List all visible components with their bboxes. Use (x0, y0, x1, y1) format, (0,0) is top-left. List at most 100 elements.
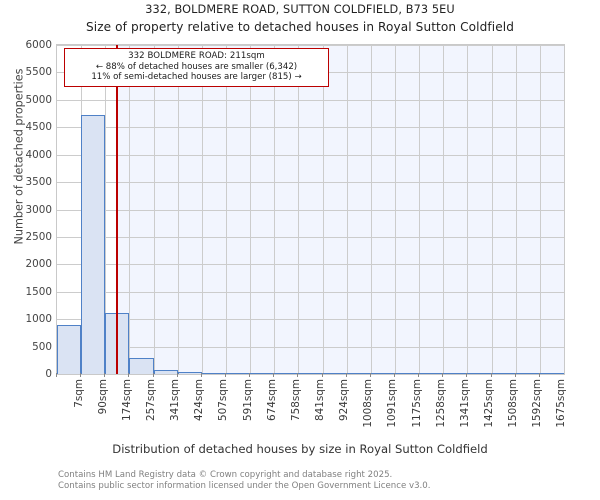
x-axis-tick-label: 1592sqm (531, 379, 544, 428)
histogram-baseline (201, 372, 564, 374)
x-axis-tick-label: 841sqm (314, 379, 326, 421)
x-axis-tick-mark (370, 373, 371, 377)
property-annotation-box: 332 BOLDMERE ROAD: 211sqm ← 88% of detac… (64, 48, 329, 88)
y-axis-tick-label: 4000 (25, 148, 52, 161)
y-axis-tick-label: 1500 (25, 285, 52, 298)
x-axis-tick-mark (201, 373, 202, 377)
gridline-vertical (492, 45, 493, 374)
x-axis-tick-mark (418, 373, 419, 377)
gridline-horizontal (57, 127, 564, 128)
x-axis-label: Distribution of detached houses by size … (112, 442, 488, 456)
x-axis-tick-mark (177, 373, 178, 377)
y-axis-tick-label: 5000 (25, 93, 52, 106)
page-subtitle: Size of property relative to detached ho… (85, 20, 514, 34)
x-axis-tick-mark (394, 373, 395, 377)
property-size-marker-line (116, 45, 118, 374)
gridline-vertical (154, 45, 155, 374)
gridline-vertical (202, 45, 203, 374)
x-axis-tick-label: 1008sqm (362, 379, 375, 428)
x-axis-tick-mark (491, 373, 492, 377)
x-axis-ticks: 7sqm 90sqm 174sqm 257sqm 341sqm 424sqm 507sqm 5… (56, 373, 568, 439)
gridline-horizontal (57, 210, 564, 211)
gridline-vertical (250, 45, 251, 374)
y-axis-tick-label: 3500 (25, 176, 52, 189)
x-axis-tick-mark (80, 373, 81, 377)
gridline-horizontal (57, 100, 564, 101)
footer-line-2: Contains public sector information licen… (58, 480, 431, 491)
gridline-horizontal (57, 264, 564, 265)
x-axis-tick-mark (539, 373, 540, 377)
x-axis-tick-mark (442, 373, 443, 377)
x-axis-tick-label: 257sqm (145, 379, 157, 421)
histogram-bar (57, 324, 82, 374)
annotation-line-1: 332 BOLDMERE ROAD: 211sqm (128, 51, 265, 61)
x-axis-tick-mark (273, 373, 274, 377)
x-axis-tick-label: 174sqm (120, 379, 133, 421)
annotation-line-2: ← 88% of detached houses are smaller (6,… (95, 61, 298, 72)
x-axis-tick-label: 924sqm (338, 379, 351, 421)
x-axis-tick-label: 1341sqm (458, 379, 471, 428)
page-title: 332, BOLDMERE ROAD, SUTTON COLDFIELD, B7… (145, 3, 455, 16)
x-axis-tick-label: 1425sqm (483, 379, 495, 428)
gridline-vertical (540, 45, 541, 374)
x-axis-tick-label: 674sqm (265, 379, 278, 421)
x-axis-tick-label: 591sqm (241, 379, 254, 421)
gridline-vertical (467, 45, 468, 374)
x-axis-tick-label: 7sqm (72, 379, 85, 408)
x-axis-tick-mark (515, 373, 516, 377)
histogram-bar (81, 114, 106, 374)
x-axis-tick-mark (225, 373, 226, 377)
gridline-vertical (443, 45, 444, 374)
gridline-vertical (419, 45, 420, 374)
gridline-vertical (129, 45, 130, 374)
gridline-vertical (371, 45, 372, 374)
x-axis-tick-mark (297, 373, 298, 377)
x-axis-tick-mark (249, 373, 250, 377)
x-axis-tick-mark (153, 373, 154, 377)
y-axis-tick-label: 6000 (25, 39, 52, 51)
plot-area (56, 44, 565, 375)
y-axis-tick-label: 3000 (25, 203, 52, 216)
gridline-horizontal (57, 182, 564, 183)
gridline-vertical (347, 45, 348, 374)
x-axis-tick-label: 424sqm (193, 379, 206, 421)
y-axis-tick-label: 500 (32, 340, 52, 353)
gridline-horizontal (57, 237, 564, 238)
x-axis-tick-label: 1175sqm (410, 379, 423, 428)
x-axis-tick-label: 1675sqm (555, 379, 568, 428)
y-axis-ticks: 0 500 1000 1500 2000 2500 3000 3500 4000 4500 5000… (0, 39, 52, 380)
histogram-bar (153, 370, 178, 374)
x-axis-tick-mark (104, 373, 105, 377)
x-axis-tick-label: 90sqm (96, 379, 109, 415)
y-axis-tick-label: 0 (45, 368, 52, 380)
gridline-vertical (178, 45, 179, 374)
y-axis-tick-label: 5500 (25, 66, 52, 79)
y-axis-tick-label: 2500 (25, 230, 52, 243)
y-axis-tick-label: 2000 (25, 258, 52, 271)
gridline-vertical (226, 45, 227, 374)
x-axis-tick-label: 758sqm (289, 379, 302, 421)
y-axis-label: Number of detached properties (12, 68, 26, 245)
gridline-vertical (395, 45, 396, 374)
y-axis-tick-label: 4500 (25, 121, 52, 134)
chart-title-block: 332, BOLDMERE ROAD, SUTTON COLDFIELD, B7… (0, 2, 600, 36)
x-axis-tick-mark (56, 373, 57, 377)
gridline-horizontal (57, 319, 564, 320)
gridline-vertical (298, 45, 299, 374)
x-axis-tick-label: 1091sqm (386, 379, 399, 428)
x-axis-tick-mark (466, 373, 467, 377)
x-axis-tick-label: 1508sqm (507, 379, 520, 428)
x-axis-tick-label: 1258sqm (434, 379, 447, 428)
histogram-bar (177, 371, 202, 374)
gridline-horizontal (57, 347, 564, 348)
gridline-vertical (516, 45, 517, 374)
x-axis-tick-mark (128, 373, 129, 377)
gridline-vertical (323, 45, 324, 374)
gridline-horizontal (57, 292, 564, 293)
gridline-horizontal (57, 155, 564, 156)
x-axis-tick-label: 341sqm (169, 379, 182, 421)
gridline-horizontal (57, 45, 564, 46)
x-axis-tick-mark (346, 373, 347, 377)
annotation-line-3: 11% of semi-detached houses are larger (… (91, 72, 302, 83)
